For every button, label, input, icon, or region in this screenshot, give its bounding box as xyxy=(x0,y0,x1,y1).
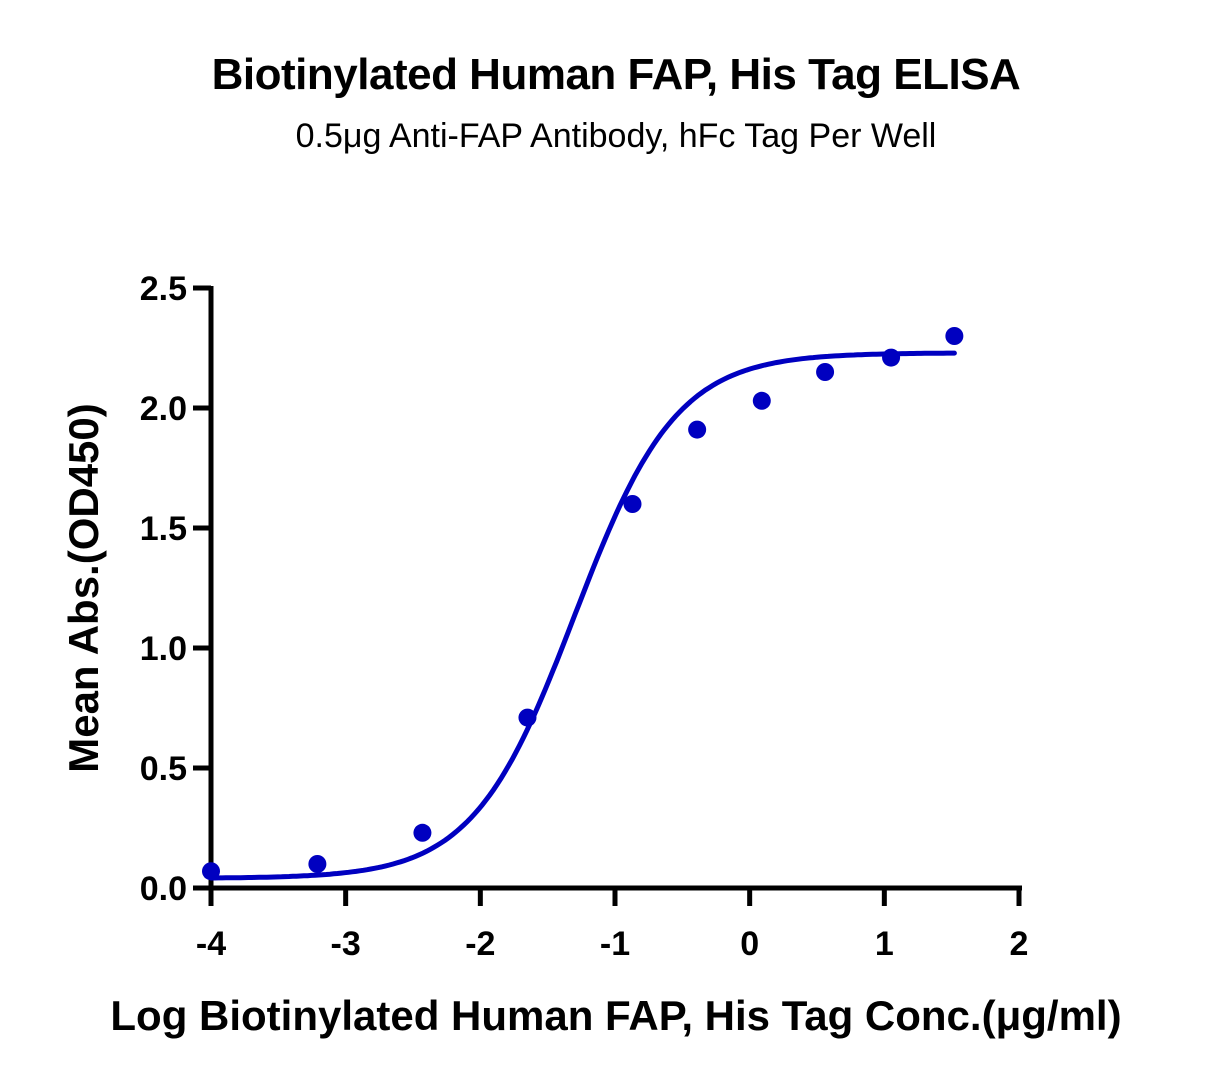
y-tick-label: 1.0 xyxy=(140,630,187,668)
x-tick-label: 1 xyxy=(875,925,894,963)
data-point xyxy=(202,862,220,881)
data-point xyxy=(518,708,537,727)
data-point xyxy=(308,855,327,873)
x-tick-label: -2 xyxy=(465,925,495,963)
chart-subtitle: 0.5μg Anti-FAP Antibody, hFc Tag Per Wel… xyxy=(295,117,937,155)
data-point xyxy=(413,823,432,842)
x-tick-label: -4 xyxy=(196,925,226,963)
data-points xyxy=(202,327,964,881)
y-tick-label: 0.5 xyxy=(140,750,187,788)
y-axis-title: Mean Abs.(OD450) xyxy=(60,403,107,773)
x-tick-label: 2 xyxy=(1010,925,1029,963)
y-tick-label: 0.0 xyxy=(140,870,187,908)
y-tick-label: 1.5 xyxy=(140,510,187,548)
x-axis-title: Log Biotinylated Human FAP, His Tag Conc… xyxy=(110,992,1121,1039)
chart-title: Biotinylated Human FAP, His Tag ELISA xyxy=(211,50,1021,99)
y-tick-label: 2.5 xyxy=(140,270,187,308)
data-point xyxy=(752,391,771,410)
x-tick-label: -1 xyxy=(600,925,630,963)
data-point xyxy=(688,420,707,439)
data-point xyxy=(882,348,901,367)
data-point xyxy=(945,327,964,345)
x-tick-label: 0 xyxy=(740,925,759,963)
data-point xyxy=(623,495,642,513)
fit-curve xyxy=(208,350,957,881)
y-tick-label: 2.0 xyxy=(140,390,187,428)
axes: 0.0 0.5 1.0 1.5 2.0 2.5 -4 -3 -2 -1 0 1 2 xyxy=(140,270,1029,963)
data-point xyxy=(816,363,835,381)
x-tick-label: -3 xyxy=(331,925,361,963)
